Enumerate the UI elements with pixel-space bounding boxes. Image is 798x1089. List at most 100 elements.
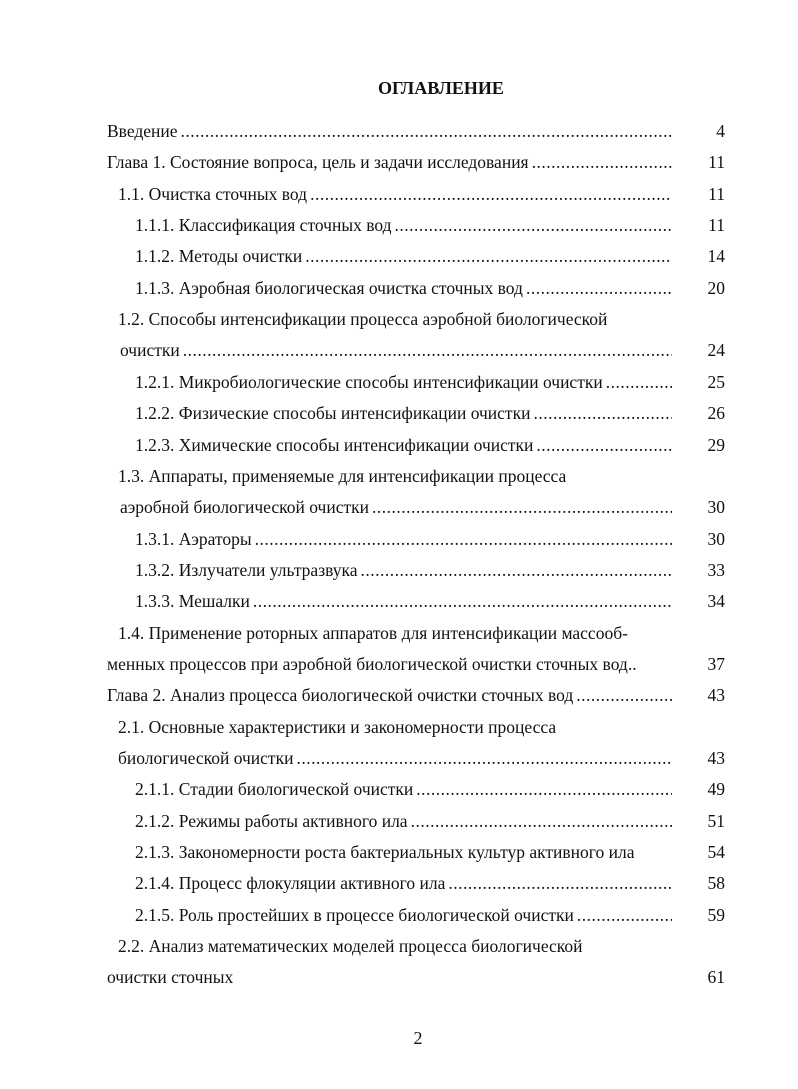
toc-entry[interactable]: 2.1.3. Закономерности роста бактериальны… <box>135 842 725 866</box>
toc-entry-text: 1.3. Аппараты, применяемые для интенсифи… <box>118 465 567 486</box>
page-number: 2 <box>413 1028 423 1048</box>
toc-entry[interactable]: аэробной биологической очистки 30 <box>120 497 725 521</box>
dot-leader <box>606 372 672 393</box>
dot-leader <box>536 435 672 456</box>
dot-leader <box>533 403 672 424</box>
dot-leader <box>576 685 672 706</box>
toc-entry[interactable]: Введение 4 <box>107 121 725 145</box>
toc-page-number: 33 <box>707 559 726 580</box>
toc-entry-text: аэробной биологической очистки <box>120 497 369 518</box>
toc-entry-text: 1.2.1. Микробиологические способы интенс… <box>135 371 603 392</box>
toc-entry[interactable]: 2.1.1. Стадии биологической очистки 49 <box>135 779 725 803</box>
toc-page-number: 14 <box>707 246 726 267</box>
toc-entry[interactable]: менных процессов при аэробной биологичес… <box>107 653 725 678</box>
toc-entry-text: биологической очистки <box>118 748 294 768</box>
toc-entry-text: 1.3.1. Аэраторы <box>135 528 252 549</box>
dot-leader <box>361 560 672 581</box>
dot-leader <box>255 529 672 550</box>
toc-page-number: 61 <box>707 967 726 988</box>
toc-entry[interactable]: очистки 24 <box>120 340 725 364</box>
toc-entry[interactable]: 2.2. Анализ математических моделей проце… <box>118 936 583 960</box>
toc-entry[interactable]: биологической очистки 43 <box>118 748 725 772</box>
toc-page-number: 11 <box>708 183 725 204</box>
toc-entry[interactable]: 1.3.1. Аэраторы 30 <box>135 528 725 553</box>
toc-entry[interactable]: 1.2.1. Микробиологические способы интенс… <box>135 371 725 396</box>
toc-page-number: 11 <box>708 152 725 173</box>
toc-entry-text: 2.1.5. Роль простейших в процессе биолог… <box>135 904 574 925</box>
toc-entry-text: 1.2. Способы интенсификации процесса аэр… <box>118 309 608 330</box>
toc-entry[interactable]: 2.1. Основные характеристики и закономер… <box>118 717 556 741</box>
toc-page-number: 51 <box>707 810 726 831</box>
toc-entry[interactable]: 1.1. Очистка сточных вод 11 <box>118 183 725 208</box>
toc-entry[interactable]: 1.2.2. Физические способы интенсификации… <box>135 403 725 427</box>
toc-entry-text: 2.1.4. Процесс флокуляции активного ила <box>135 873 446 894</box>
toc-page-number: 34 <box>707 591 726 612</box>
toc-page-number: 43 <box>707 685 726 706</box>
dot-leader <box>305 246 672 267</box>
toc-page-number: 58 <box>707 873 726 894</box>
toc-page-number: 29 <box>707 434 726 455</box>
toc-entry-text: 1.2.2. Физические способы интенсификации… <box>135 403 531 424</box>
toc-page-number: 24 <box>707 340 726 361</box>
toc-entry[interactable]: 2.1.4. Процесс флокуляции активного ила 5… <box>135 873 725 897</box>
toc-entry-text: 1.3.2. Излучатели ультразвука <box>135 559 358 580</box>
toc-entry-text: 1.4. Применение роторных аппаратов для и… <box>118 622 628 643</box>
dot-leader <box>372 497 672 518</box>
toc-entry-text: 1.1.3. Аэробная биологическая очистка ст… <box>135 277 523 298</box>
toc-entry-text: 1.1. Очистка сточных вод <box>118 183 308 204</box>
toc-page-number: 20 <box>707 277 726 298</box>
dot-leader <box>532 152 672 173</box>
dot-leader <box>183 340 672 361</box>
dot-leader <box>411 811 672 832</box>
toc-entry[interactable]: Глава 2. Анализ процесса биологической о… <box>107 685 725 709</box>
toc-entry-text: Глава 1. Состояние вопроса, цель и задач… <box>107 152 529 173</box>
dot-leader <box>526 278 672 299</box>
dot-leader <box>253 591 672 612</box>
toc-page-number: 43 <box>707 748 726 768</box>
toc-entry[interactable]: 1.4. Применение роторных аппаратов для и… <box>118 623 628 647</box>
dot-leader <box>395 215 672 236</box>
toc-title: ОГЛАВЛЕНИЕ <box>378 78 504 98</box>
dot-leader <box>296 748 672 769</box>
toc-page-number: 54 <box>707 842 726 863</box>
toc-entry[interactable]: 1.1.3. Аэробная биологическая очистка ст… <box>135 277 725 302</box>
toc-page-number: 59 <box>707 904 726 925</box>
toc-page-number: 30 <box>707 528 726 549</box>
dot-leader <box>310 184 672 205</box>
toc-entry-text: 2.1. Основные характеристики и закономер… <box>118 716 557 737</box>
toc-entry-text: очистки сточных <box>107 967 234 988</box>
toc-entry-text: очистки <box>120 340 180 361</box>
toc-entry[interactable]: 1.2.3. Химические способы интенсификации… <box>135 434 725 459</box>
toc-entry[interactable]: 1.3. Аппараты, применяемые для интенсифи… <box>118 466 566 490</box>
dot-leader <box>416 779 672 800</box>
toc-entry[interactable]: очистки сточных 61 <box>107 967 725 991</box>
toc-page-number: 30 <box>707 497 726 518</box>
toc-page-number: 4 <box>716 121 725 141</box>
toc-page-number: 37 <box>707 653 726 674</box>
toc-entry-text: 1.3.3. Мешалки <box>135 591 250 612</box>
toc-page-number: 25 <box>707 371 726 392</box>
toc-entry[interactable]: 1.3.3. Мешалки 34 <box>135 591 725 615</box>
toc-entry-text: 1.2.3. Химические способы интенсификации… <box>135 434 534 455</box>
toc-entry-text: 2.1.3. Закономерности роста бактериальны… <box>135 842 635 863</box>
toc-entry-text: 2.2. Анализ математических моделей проце… <box>118 936 583 957</box>
dot-leader <box>448 873 672 894</box>
toc-entry-text: 2.1.2. Режимы работы активного ила <box>135 810 408 831</box>
toc-entry-text: Введение <box>107 121 178 141</box>
dot-leader <box>577 905 672 926</box>
toc-page-number: 26 <box>707 403 726 424</box>
toc-entry[interactable]: 1.1.2. Методы очистки 14 <box>135 246 725 270</box>
toc-entry-text: Глава 2. Анализ процесса биологической о… <box>107 685 574 706</box>
toc-entry-text: 1.1.2. Методы очистки <box>135 246 303 267</box>
toc-entry[interactable]: 1.1.1. Классификация сточных вод 11 <box>135 215 725 239</box>
toc-entry-text: 1.1.1. Классификация сточных вод <box>135 215 392 236</box>
dot-leader <box>181 121 672 142</box>
toc-entry[interactable]: 2.1.5. Роль простейших в процессе биолог… <box>135 904 725 929</box>
toc-entry[interactable]: 2.1.2. Режимы работы активного ила 51 <box>135 810 725 835</box>
toc-entry[interactable]: 1.3.2. Излучатели ультразвука 33 <box>135 559 725 584</box>
toc-page-number: 49 <box>707 779 726 800</box>
toc-entry-text: менных процессов при аэробной биологичес… <box>107 653 637 674</box>
toc-entry[interactable]: Глава 1. Состояние вопроса, цель и задач… <box>107 152 725 176</box>
toc-entry[interactable]: 1.2. Способы интенсификации процесса аэр… <box>118 309 607 333</box>
toc-entry-text: 2.1.1. Стадии биологической очистки <box>135 779 414 800</box>
